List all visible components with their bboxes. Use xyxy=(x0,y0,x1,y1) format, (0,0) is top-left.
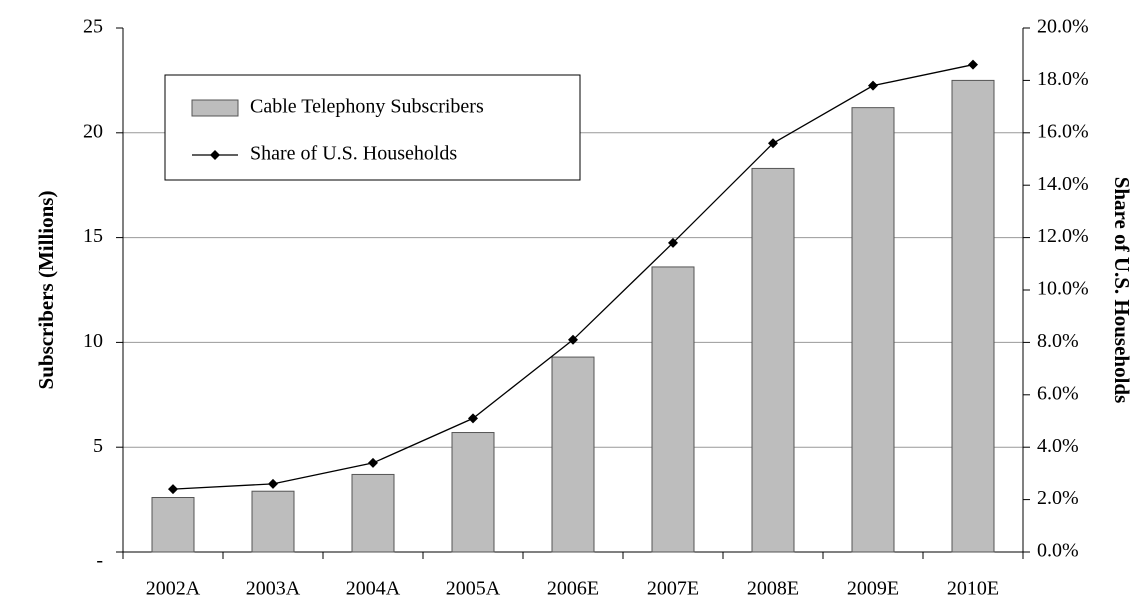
y2-tick-label: 20.0% xyxy=(1037,16,1089,38)
bar xyxy=(651,266,695,553)
x-tick-label: 2010E xyxy=(947,578,999,600)
y2-axis-label: Share of U.S. Households xyxy=(1110,177,1134,404)
y2-tick-label: 4.0% xyxy=(1037,435,1079,457)
x-tick-label: 2002A xyxy=(146,578,201,600)
y2-tick-label: 12.0% xyxy=(1037,225,1089,247)
y2-tick-label: 14.0% xyxy=(1037,173,1089,195)
bar xyxy=(451,432,495,553)
marker xyxy=(468,413,478,424)
y-tick-label: 10 xyxy=(83,330,103,352)
bar xyxy=(751,167,795,553)
y-tick-label: 15 xyxy=(83,225,103,247)
y-tick-label: 5 xyxy=(93,435,103,457)
bar xyxy=(351,473,395,553)
bar xyxy=(851,107,895,553)
y2-tick-label: 18.0% xyxy=(1037,68,1089,90)
x-tick-label: 2004A xyxy=(346,578,401,600)
marker xyxy=(168,484,178,495)
x-tick-label: 2009E xyxy=(847,578,899,600)
y-tick-label: 25 xyxy=(83,16,103,38)
y2-tick-label: 10.0% xyxy=(1037,278,1089,300)
y2-tick-label: 8.0% xyxy=(1037,330,1079,352)
marker xyxy=(768,138,778,149)
legend-label: Cable Telephony Subscribers xyxy=(250,96,484,118)
legend-label: Share of U.S. Households xyxy=(250,143,457,165)
y-tick-label: 20 xyxy=(83,120,103,142)
marker xyxy=(568,334,578,345)
x-tick-label: 2003A xyxy=(246,578,301,600)
y2-tick-label: 2.0% xyxy=(1037,487,1079,509)
x-tick-label: 2008E xyxy=(747,578,799,600)
bar xyxy=(151,497,195,553)
legend-marker xyxy=(210,150,220,160)
marker xyxy=(868,80,878,91)
y-tick-label: - xyxy=(96,550,103,572)
legend-swatch xyxy=(191,99,239,117)
y2-tick-label: 6.0% xyxy=(1037,382,1079,404)
x-tick-label: 2006E xyxy=(547,578,599,600)
marker xyxy=(268,478,278,489)
y-axis-label: Subscribers (Millions) xyxy=(34,191,58,390)
marker xyxy=(968,59,978,70)
bar xyxy=(251,490,295,553)
bar xyxy=(551,356,595,553)
y2-tick-label: 16.0% xyxy=(1037,120,1089,142)
y2-tick-label: 0.0% xyxy=(1037,540,1079,562)
marker xyxy=(368,457,378,468)
x-tick-label: 2007E xyxy=(647,578,699,600)
x-tick-label: 2005A xyxy=(446,578,501,600)
legend-box xyxy=(164,74,581,181)
bar xyxy=(951,79,995,553)
marker xyxy=(668,237,678,248)
